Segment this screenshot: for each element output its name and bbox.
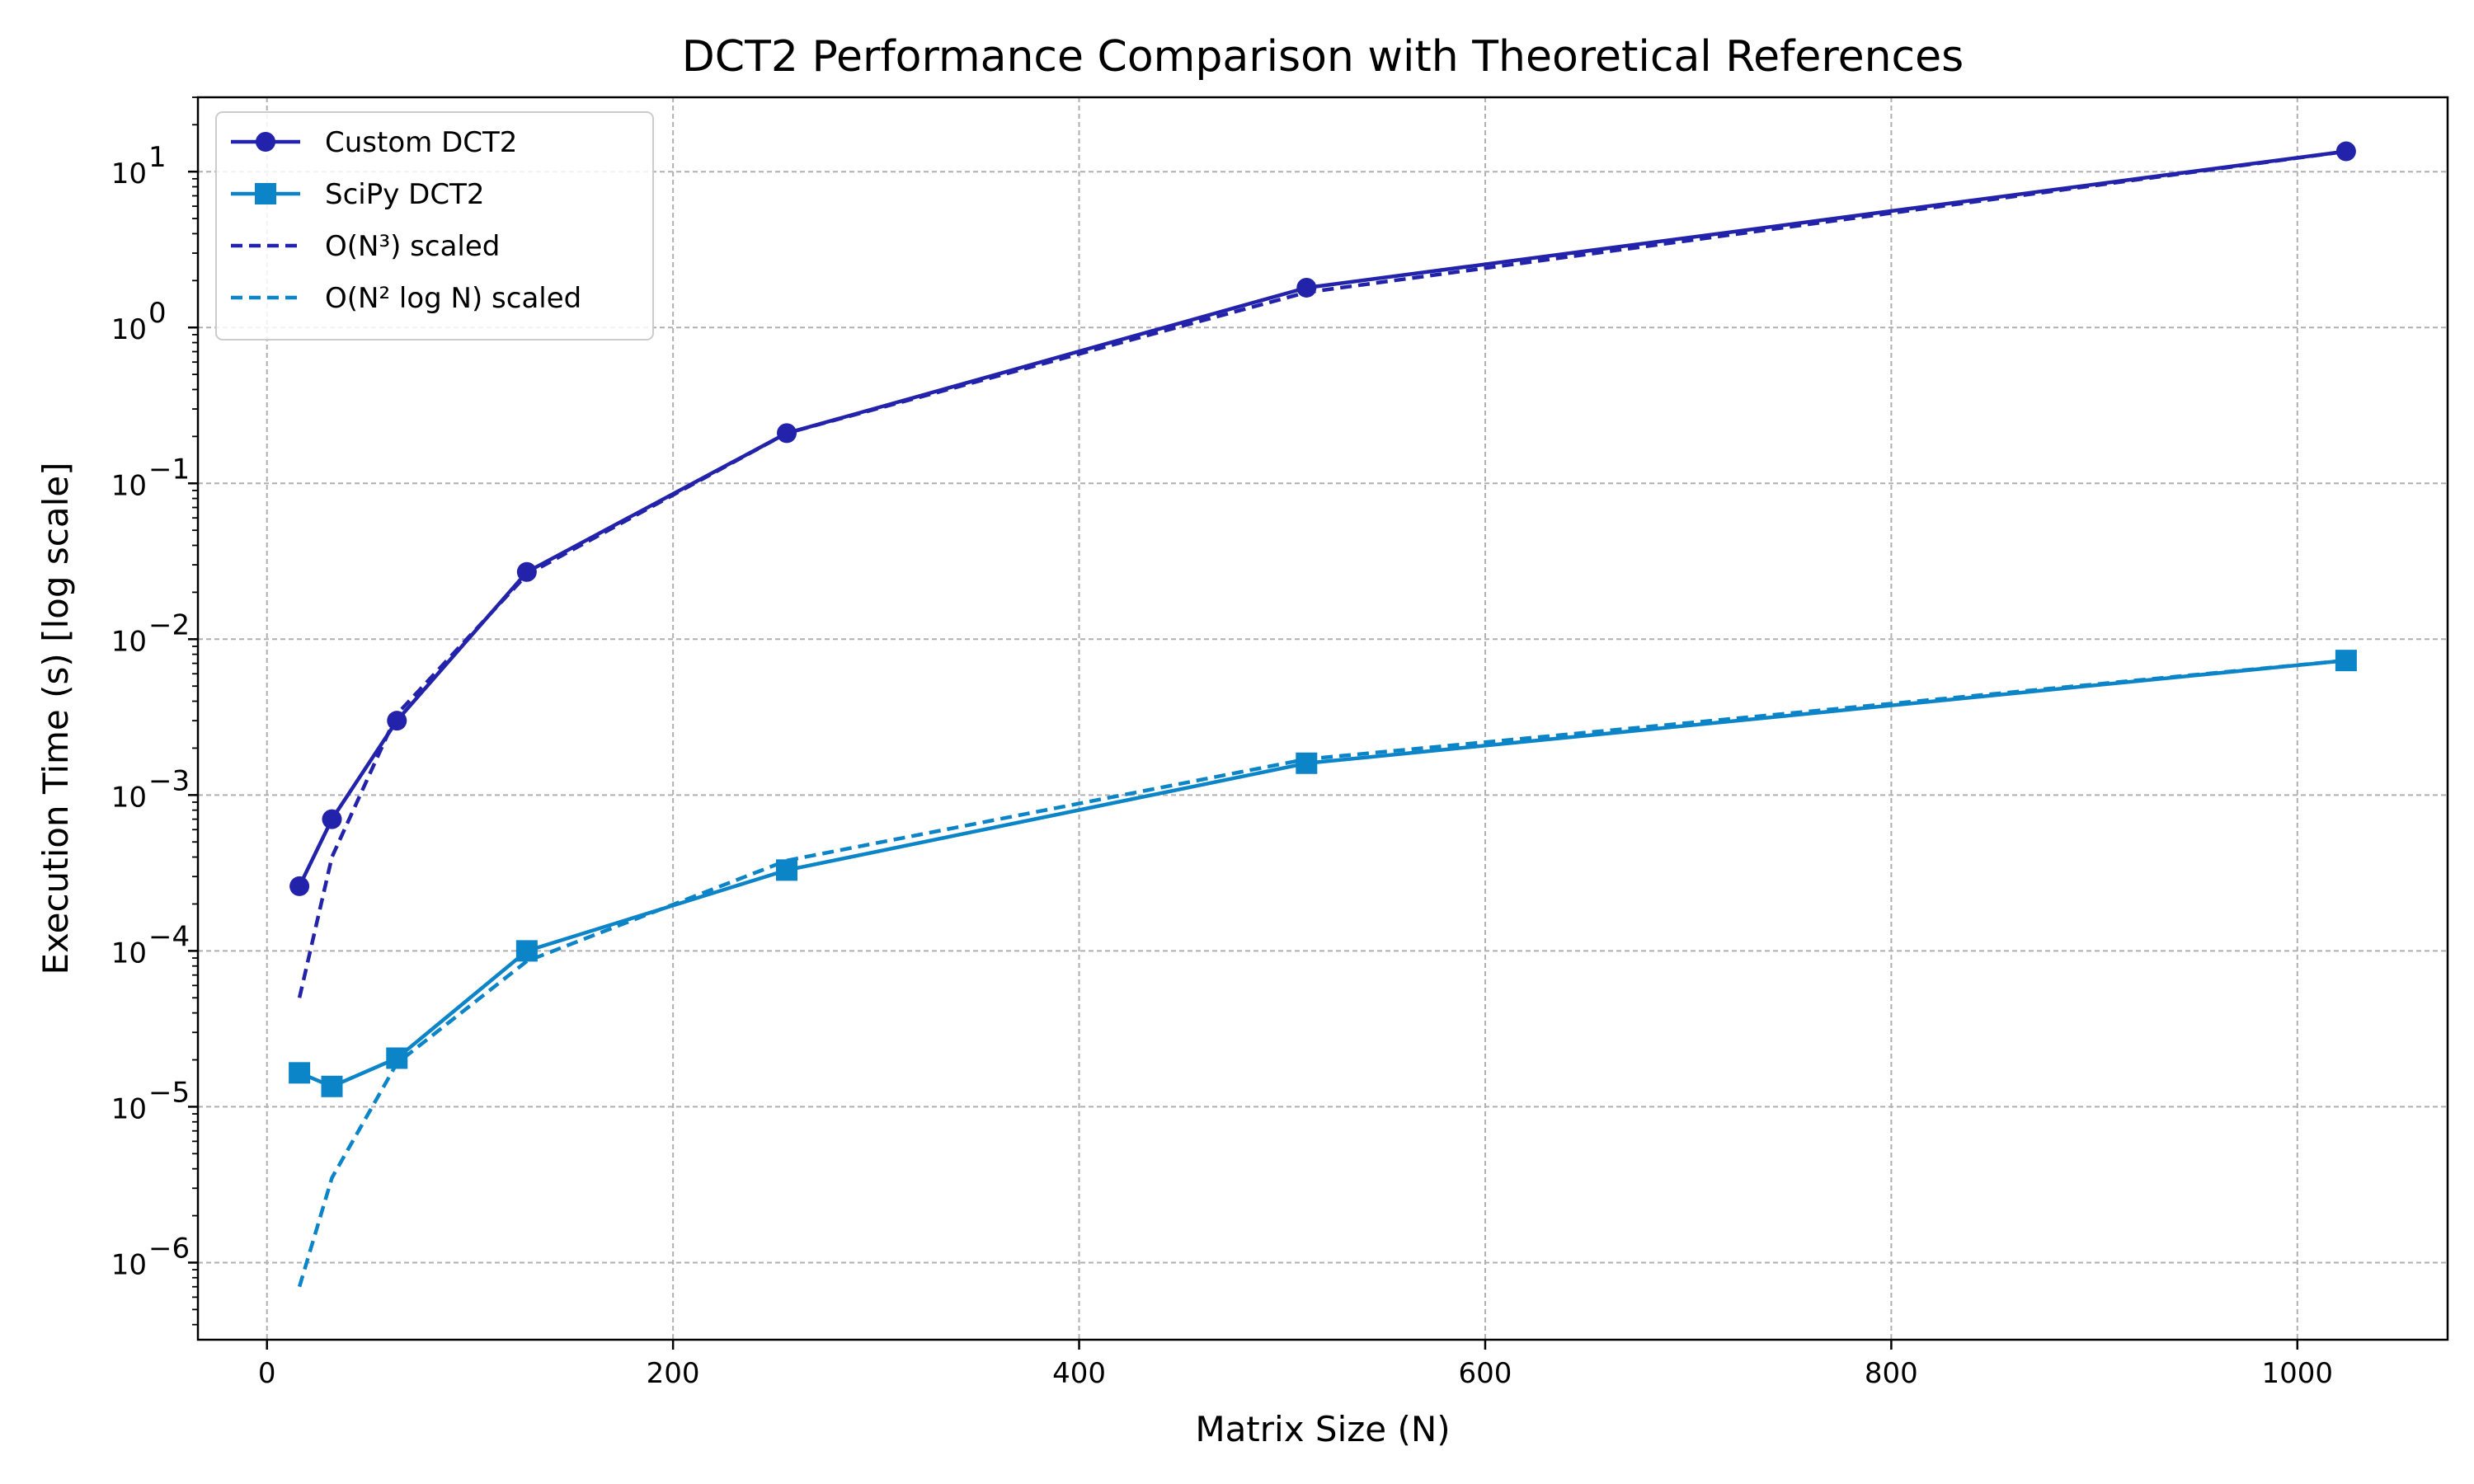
data-point-1: [321, 1075, 343, 1097]
y-tick-exponent: −5: [148, 1076, 190, 1109]
y-tick-exponent: −1: [148, 453, 190, 486]
x-tick-label: 600: [1459, 1357, 1512, 1390]
y-tick-exponent: 1: [148, 141, 167, 174]
grid: [198, 97, 2448, 1340]
y-tick-exponent: −2: [148, 608, 190, 641]
x-tick-label: 0: [258, 1357, 276, 1390]
y-tick-exponent: 0: [148, 297, 167, 330]
legend-marker: [255, 183, 276, 204]
legend-label: SciPy DCT2: [325, 178, 484, 211]
y-tick-label: 10: [111, 469, 147, 502]
data-point-1: [515, 940, 538, 962]
legend-label: O(N³) scaled: [325, 230, 500, 263]
data-point-0: [1296, 277, 1317, 298]
x-tick-label: 1000: [2262, 1357, 2334, 1390]
data-point-1: [2335, 650, 2357, 672]
series-layer: [289, 141, 2357, 1288]
y-tick-exponent: −4: [148, 920, 190, 953]
series-line-1: [299, 658, 2347, 1089]
data-point-1: [386, 1047, 408, 1069]
y-tick-label: 10: [111, 937, 147, 970]
data-point-1: [289, 1062, 311, 1084]
data-point-1: [776, 859, 798, 881]
x-tick-label: 400: [1052, 1357, 1106, 1390]
y-tick-exponent: −3: [148, 764, 190, 797]
legend-label: Custom DCT2: [325, 126, 517, 159]
data-point-0: [322, 809, 342, 829]
data-point-0: [777, 423, 797, 444]
plot-frame: [196, 96, 2449, 1341]
x-tick-label: 200: [647, 1357, 700, 1390]
legend-box: [215, 111, 654, 340]
y-tick-label: 10: [111, 781, 147, 814]
data-point-0: [2335, 141, 2356, 162]
data-point-1: [1296, 752, 1318, 774]
y-axis-title: Execution Time (s) [log scale]: [35, 463, 76, 975]
y-tick-exponent: −6: [148, 1232, 190, 1265]
y-tick-label: 10: [111, 1092, 147, 1125]
y-tick-label: 10: [111, 313, 147, 346]
data-point-0: [516, 561, 537, 582]
y-tick-label: 10: [111, 1248, 147, 1281]
data-point-0: [289, 876, 310, 896]
y-tick-label: 10: [111, 157, 147, 190]
x-axis-title: Matrix Size (N): [1195, 1409, 1450, 1449]
legend-marker: [256, 132, 275, 152]
series-line-3: [297, 658, 2347, 1288]
legend: Custom DCT2 SciPy DCT2 O(N³) scaled O(N² lo…: [215, 111, 654, 340]
y-tick-label: 10: [111, 625, 147, 658]
x-tick-label: 800: [1865, 1357, 1918, 1390]
data-point-0: [387, 711, 407, 731]
legend-label: O(N² log N) scaled: [325, 282, 581, 315]
chart-title: DCT2 Performance Comparison with Theoret…: [682, 32, 1964, 82]
